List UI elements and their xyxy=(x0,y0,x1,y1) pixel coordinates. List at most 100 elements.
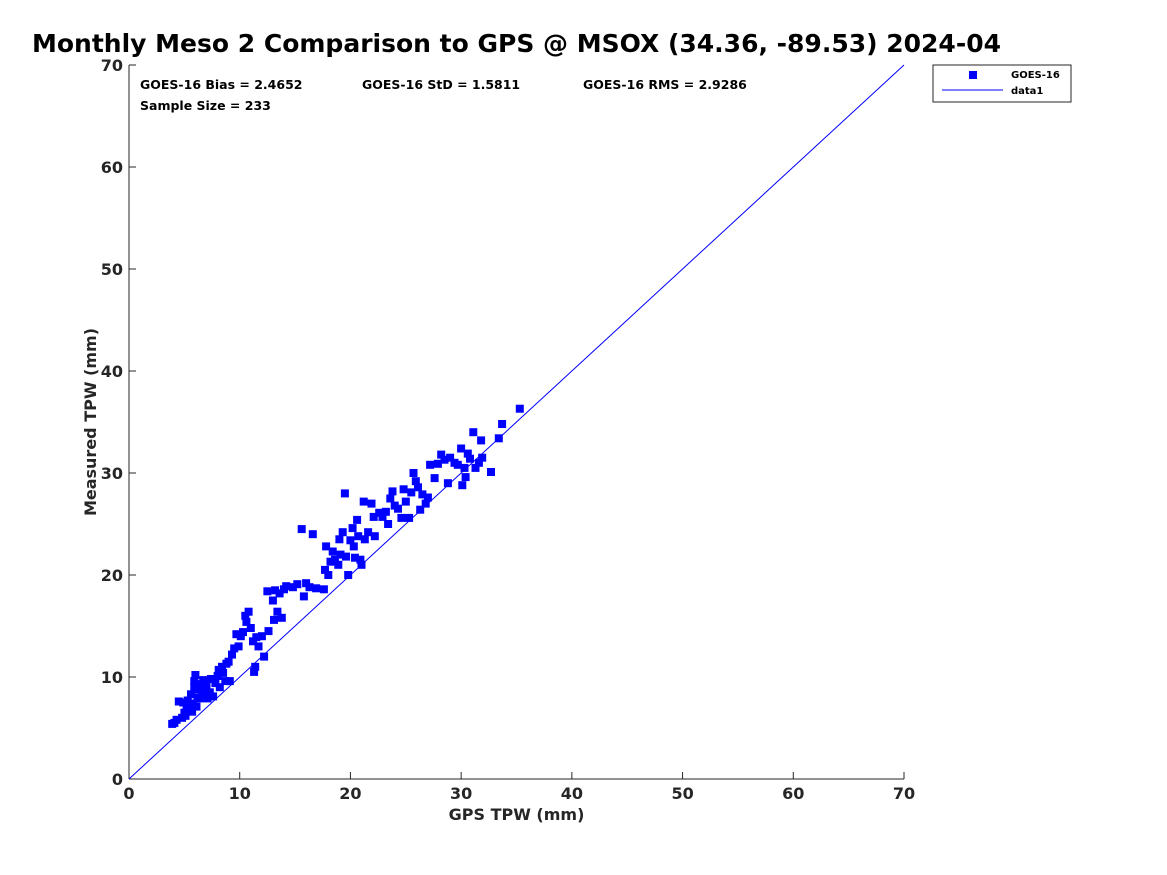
series-goes-16 xyxy=(168,404,524,728)
data-point xyxy=(273,607,282,616)
data-point xyxy=(254,642,263,651)
data-point xyxy=(282,582,291,591)
data-point xyxy=(270,615,278,624)
x-tick-label: 40 xyxy=(561,784,583,803)
data-point xyxy=(252,633,261,642)
data-point xyxy=(416,505,425,514)
data-point xyxy=(515,404,524,413)
data-point xyxy=(326,557,335,566)
data-point xyxy=(487,468,495,476)
data-point xyxy=(228,650,236,659)
data-point xyxy=(346,536,355,545)
data-point xyxy=(319,585,328,594)
data-point xyxy=(437,450,446,459)
data-point xyxy=(244,607,253,616)
y-tick-label: 70 xyxy=(101,56,123,75)
data-point xyxy=(200,686,209,695)
data-point xyxy=(321,565,329,574)
data-point xyxy=(334,560,343,569)
data-point xyxy=(328,547,337,556)
data-point xyxy=(405,513,414,522)
x-tick-label: 30 xyxy=(450,784,472,803)
data-point xyxy=(426,460,435,469)
data-point xyxy=(174,697,183,706)
data-point xyxy=(423,493,432,502)
data-point xyxy=(188,707,197,716)
data-point xyxy=(251,662,260,671)
data-point xyxy=(275,589,284,598)
data-point xyxy=(308,530,317,539)
data-point xyxy=(367,499,376,508)
data-point xyxy=(440,455,449,464)
data-point xyxy=(381,507,390,516)
data-point xyxy=(460,463,469,472)
data-point xyxy=(224,657,233,666)
x-tick-label: 20 xyxy=(339,784,361,803)
data-point xyxy=(257,632,266,641)
data-point xyxy=(194,685,203,694)
data-point xyxy=(236,632,245,641)
data-point xyxy=(335,535,344,544)
legend-box xyxy=(932,64,1072,103)
data-point xyxy=(206,675,215,683)
legend-label-goes-16: GOES-16 xyxy=(1011,70,1060,81)
data-point xyxy=(458,481,467,490)
data-point xyxy=(340,489,349,498)
data-point xyxy=(234,642,243,651)
data-point xyxy=(183,696,192,705)
data-point xyxy=(293,580,302,589)
data-point xyxy=(299,592,308,601)
data-point xyxy=(394,504,402,513)
data-point xyxy=(353,515,362,524)
data-point xyxy=(399,485,408,494)
data-point xyxy=(348,524,357,533)
data-point xyxy=(202,682,211,691)
data-point xyxy=(350,553,359,562)
data-point xyxy=(336,550,345,559)
data-point xyxy=(370,532,379,541)
data-point xyxy=(211,679,220,688)
data-point xyxy=(241,611,250,620)
stat-bias: GOES-16 Bias = 2.4652 xyxy=(140,77,302,92)
data-point xyxy=(418,490,427,499)
data-point xyxy=(330,555,339,564)
legend: GOES-16 data1 xyxy=(932,64,1072,103)
stat-std: GOES-16 StD = 1.5811 xyxy=(362,77,520,92)
axis-tick-labels: 0 10 20 30 40 50 60 70 0 10 20 30 40 50 60 70 xyxy=(101,56,915,803)
data-point xyxy=(191,671,200,679)
data-point xyxy=(414,483,422,492)
x-tick-label: 50 xyxy=(671,784,693,803)
data-point xyxy=(218,662,226,671)
x-axis-label: GPS TPW (mm) xyxy=(449,805,585,824)
data-point xyxy=(494,434,503,443)
data-point xyxy=(305,583,314,592)
data-point xyxy=(386,494,395,503)
data-point xyxy=(461,473,470,482)
plot-area: 0 10 20 30 40 50 60 70 0 10 20 30 40 50 60 70 xyxy=(101,56,915,803)
data-point xyxy=(463,449,472,458)
data-point xyxy=(195,694,204,703)
data-point xyxy=(312,584,321,593)
data-point xyxy=(354,532,363,541)
data-point xyxy=(297,525,306,534)
data-point xyxy=(466,454,474,463)
y-tick-label: 60 xyxy=(101,158,123,177)
data-point xyxy=(246,624,255,632)
data-point xyxy=(232,630,241,639)
data-point xyxy=(364,528,373,537)
data-point xyxy=(260,652,269,661)
axis-ticks xyxy=(128,64,905,780)
data-point xyxy=(213,672,222,680)
data-point xyxy=(384,520,393,528)
data-point xyxy=(378,512,387,521)
data-point xyxy=(277,613,286,622)
data-point xyxy=(369,512,378,521)
data-point xyxy=(338,528,347,537)
data-point xyxy=(264,627,273,636)
data-point xyxy=(477,436,486,445)
data-point xyxy=(409,469,418,477)
data-point xyxy=(498,420,507,428)
data-point xyxy=(388,487,397,496)
data-point xyxy=(250,667,259,676)
data-point xyxy=(187,690,195,699)
